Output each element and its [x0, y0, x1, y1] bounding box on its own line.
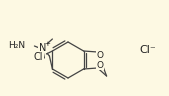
Text: O: O — [96, 50, 103, 60]
Text: N: N — [39, 43, 46, 53]
Text: O: O — [96, 60, 103, 70]
Text: Cl⁻: Cl⁻ — [140, 45, 156, 55]
Text: H₂N: H₂N — [8, 41, 25, 50]
Text: Cl: Cl — [34, 52, 43, 62]
Text: +: + — [44, 41, 50, 47]
